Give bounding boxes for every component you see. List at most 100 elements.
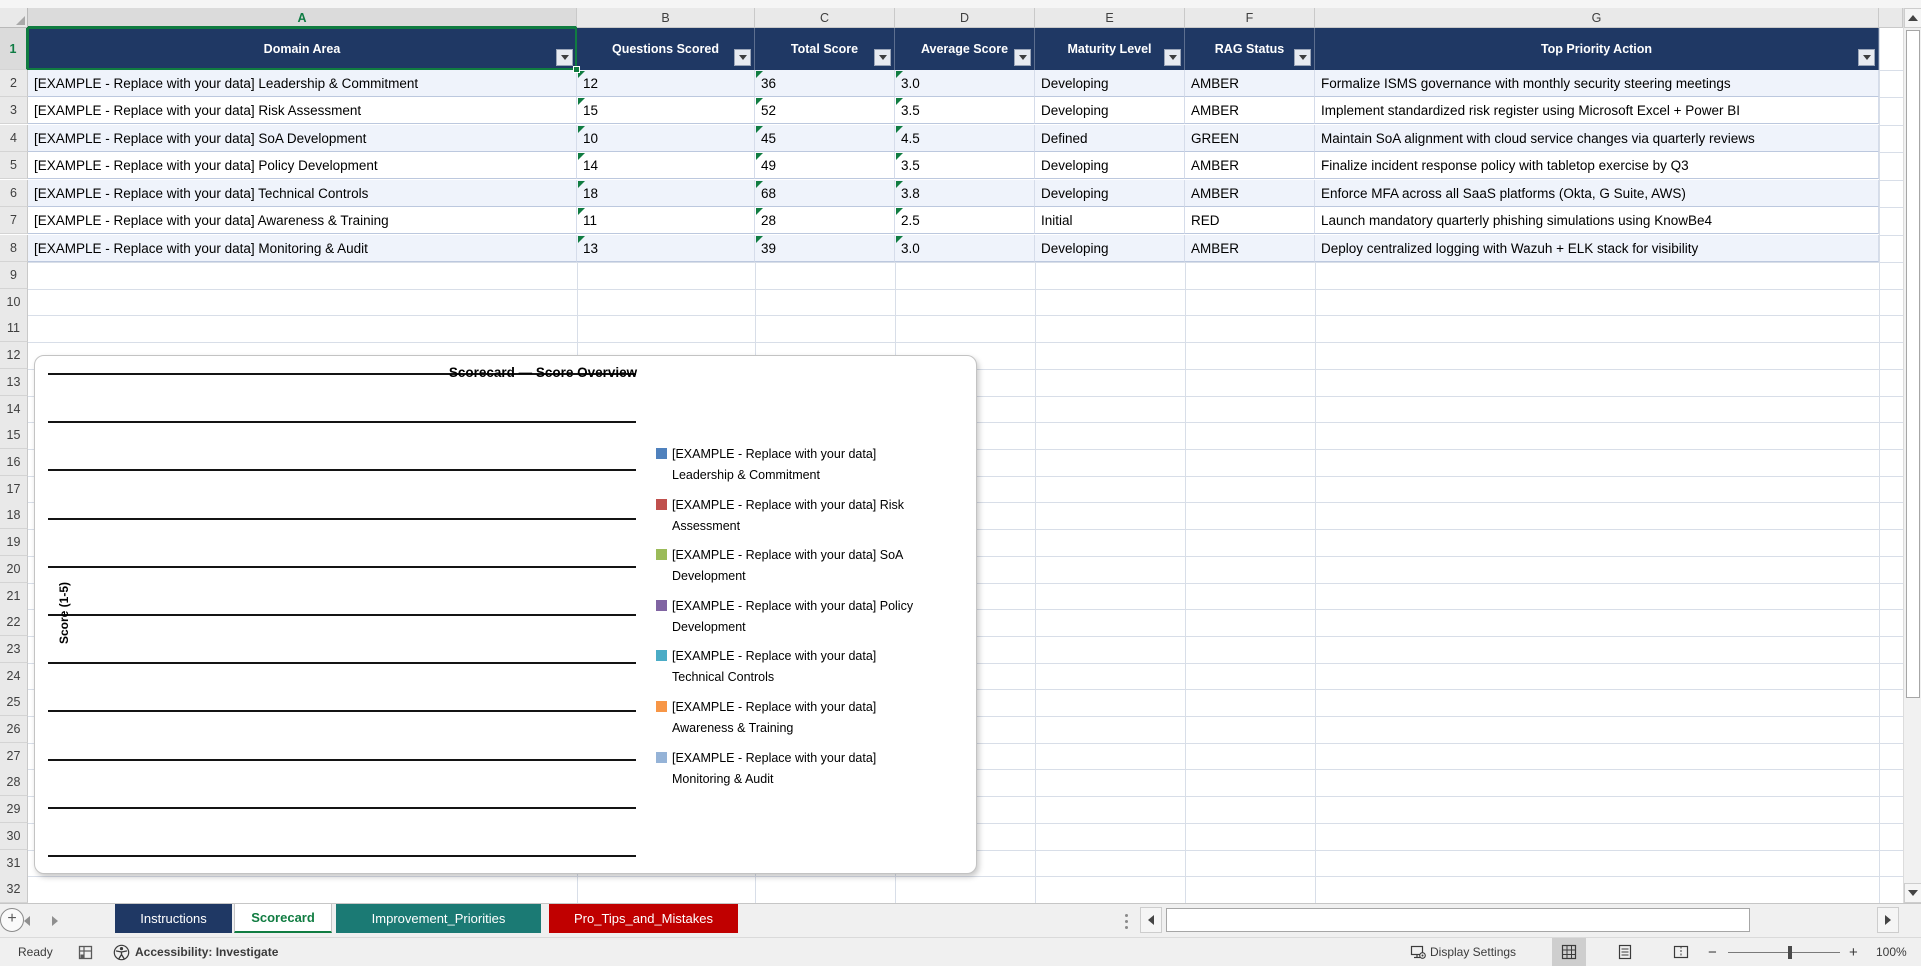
scroll-left-button[interactable] bbox=[1140, 907, 1162, 933]
cell-C5[interactable]: 49 bbox=[755, 152, 895, 179]
cell-C3[interactable]: 52 bbox=[755, 97, 895, 124]
cell-C2[interactable]: 36 bbox=[755, 70, 895, 97]
cell-D6[interactable]: 3.8 bbox=[895, 180, 1035, 207]
table-header-domain-area[interactable]: Domain Area bbox=[28, 28, 577, 70]
zoom-slider[interactable] bbox=[1728, 952, 1840, 953]
legend-entry[interactable]: [EXAMPLE - Replace with your data] Risk A… bbox=[656, 495, 986, 536]
cell-B6[interactable]: 18 bbox=[577, 180, 755, 207]
table-header-total-score[interactable]: Total Score bbox=[755, 28, 895, 70]
filter-dropdown-button[interactable] bbox=[1294, 49, 1311, 66]
sheet-tab-pro_tips_and_mistakes[interactable]: Pro_Tips_and_Mistakes bbox=[549, 904, 738, 933]
new-sheet-button[interactable]: + bbox=[0, 908, 24, 932]
row-header-31[interactable]: 31 bbox=[0, 850, 28, 877]
record-macro-icon[interactable] bbox=[78, 938, 93, 966]
table-header-rag-status[interactable]: RAG Status bbox=[1185, 28, 1315, 70]
row-header-27[interactable]: 27 bbox=[0, 743, 28, 770]
embedded-chart[interactable]: Scorecard — Score Overview Score (1-5) [… bbox=[34, 355, 977, 874]
row-header-7[interactable]: 7 bbox=[0, 207, 28, 234]
cell-G4[interactable]: Maintain SoA alignment with cloud servic… bbox=[1315, 125, 1879, 152]
row-header-23[interactable]: 23 bbox=[0, 636, 28, 663]
legend-entry[interactable]: [EXAMPLE - Replace with your data] SoA De… bbox=[656, 545, 986, 586]
row-header-2[interactable]: 2 bbox=[0, 70, 28, 97]
row-header-13[interactable]: 13 bbox=[0, 369, 28, 396]
cell-B4[interactable]: 10 bbox=[577, 125, 755, 152]
cell-C4[interactable]: 45 bbox=[755, 125, 895, 152]
select-all-corner[interactable] bbox=[0, 8, 28, 28]
table-header-average-score[interactable]: Average Score bbox=[895, 28, 1035, 70]
legend-entry[interactable]: [EXAMPLE - Replace with your data] Leader… bbox=[656, 444, 986, 485]
next-sheet-arrow-icon[interactable] bbox=[52, 916, 58, 926]
column-header-D[interactable]: D bbox=[895, 8, 1035, 28]
cell-F6[interactable]: AMBER bbox=[1185, 180, 1315, 207]
column-header-C[interactable]: C bbox=[755, 8, 895, 28]
normal-view-button[interactable] bbox=[1552, 938, 1586, 966]
table-header-maturity-level[interactable]: Maturity Level bbox=[1035, 28, 1185, 70]
scroll-down-button[interactable] bbox=[1904, 883, 1921, 903]
cell-F2[interactable]: AMBER bbox=[1185, 70, 1315, 97]
cell-A5[interactable]: [EXAMPLE - Replace with your data] Polic… bbox=[28, 152, 577, 179]
row-header-14[interactable]: 14 bbox=[0, 396, 28, 423]
cell-E2[interactable]: Developing bbox=[1035, 70, 1185, 97]
row-header-30[interactable]: 30 bbox=[0, 823, 28, 850]
row-header-21[interactable]: 21 bbox=[0, 583, 28, 610]
row-header-9[interactable]: 9 bbox=[0, 262, 28, 289]
cell-E5[interactable]: Developing bbox=[1035, 152, 1185, 179]
cell-F8[interactable]: AMBER bbox=[1185, 235, 1315, 262]
cell-G8[interactable]: Deploy centralized logging with Wazuh + … bbox=[1315, 235, 1879, 262]
zoom-out-button[interactable]: − bbox=[1708, 943, 1717, 961]
zoom-level[interactable]: 100% bbox=[1876, 945, 1907, 959]
row-header-16[interactable]: 16 bbox=[0, 449, 28, 476]
cell-A4[interactable]: [EXAMPLE - Replace with your data] SoA D… bbox=[28, 125, 577, 152]
row-header-20[interactable]: 20 bbox=[0, 556, 28, 583]
legend-entry[interactable]: [EXAMPLE - Replace with your data] Awaren… bbox=[656, 697, 986, 738]
row-header-26[interactable]: 26 bbox=[0, 716, 28, 743]
cell-B7[interactable]: 11 bbox=[577, 207, 755, 234]
cell-F4[interactable]: GREEN bbox=[1185, 125, 1315, 152]
row-header-25[interactable]: 25 bbox=[0, 689, 28, 716]
cell-A6[interactable]: [EXAMPLE - Replace with your data] Techn… bbox=[28, 180, 577, 207]
cell-A3[interactable]: [EXAMPLE - Replace with your data] Risk … bbox=[28, 97, 577, 124]
sheet-tab-scorecard[interactable]: Scorecard bbox=[234, 904, 332, 933]
cell-A2[interactable]: [EXAMPLE - Replace with your data] Leade… bbox=[28, 70, 577, 97]
display-settings-icon[interactable] bbox=[1410, 938, 1426, 966]
table-header-questions-scored[interactable]: Questions Scored bbox=[577, 28, 755, 70]
cell-D5[interactable]: 3.5 bbox=[895, 152, 1035, 179]
filter-dropdown-button[interactable] bbox=[556, 49, 573, 66]
sheet-tab-instructions[interactable]: Instructions bbox=[115, 904, 232, 933]
column-header-G[interactable]: G bbox=[1315, 8, 1879, 28]
page-layout-view-button[interactable] bbox=[1608, 938, 1642, 966]
scroll-right-button[interactable] bbox=[1877, 907, 1899, 933]
cell-B3[interactable]: 15 bbox=[577, 97, 755, 124]
tab-splitter-handle[interactable] bbox=[1125, 912, 1129, 930]
cell-E4[interactable]: Defined bbox=[1035, 125, 1185, 152]
row-header-19[interactable]: 19 bbox=[0, 529, 28, 556]
cell-G6[interactable]: Enforce MFA across all SaaS platforms (O… bbox=[1315, 180, 1879, 207]
scroll-up-button[interactable] bbox=[1904, 8, 1921, 28]
cell-C7[interactable]: 28 bbox=[755, 207, 895, 234]
cell-B5[interactable]: 14 bbox=[577, 152, 755, 179]
row-header-3[interactable]: 3 bbox=[0, 97, 28, 124]
row-header-18[interactable]: 18 bbox=[0, 502, 28, 529]
zoom-in-button[interactable]: + bbox=[1849, 943, 1858, 961]
cell-A8[interactable]: [EXAMPLE - Replace with your data] Monit… bbox=[28, 235, 577, 262]
cell-G2[interactable]: Formalize ISMS governance with monthly s… bbox=[1315, 70, 1879, 97]
legend-entry[interactable]: [EXAMPLE - Replace with your data] Techni… bbox=[656, 646, 986, 687]
row-header-22[interactable]: 22 bbox=[0, 609, 28, 636]
selection-fill-handle[interactable] bbox=[573, 66, 580, 73]
cell-D3[interactable]: 3.5 bbox=[895, 97, 1035, 124]
cell-D8[interactable]: 3.0 bbox=[895, 235, 1035, 262]
prev-sheet-arrow-icon[interactable] bbox=[24, 916, 30, 926]
cell-F5[interactable]: AMBER bbox=[1185, 152, 1315, 179]
table-header-top-priority-action[interactable]: Top Priority Action bbox=[1315, 28, 1879, 70]
horizontal-scroll-thumb[interactable] bbox=[1166, 908, 1750, 932]
cell-F3[interactable]: AMBER bbox=[1185, 97, 1315, 124]
vertical-scrollbar[interactable] bbox=[1903, 8, 1921, 903]
legend-entry[interactable]: [EXAMPLE - Replace with your data] Polic… bbox=[656, 596, 986, 637]
cell-C8[interactable]: 39 bbox=[755, 235, 895, 262]
row-header-15[interactable]: 15 bbox=[0, 422, 28, 449]
row-header-28[interactable]: 28 bbox=[0, 769, 28, 796]
accessibility-status[interactable]: Accessibility: Investigate bbox=[135, 945, 279, 959]
column-header-F[interactable]: F bbox=[1185, 8, 1315, 28]
zoom-slider-thumb[interactable] bbox=[1788, 946, 1792, 959]
horizontal-scrollbar[interactable] bbox=[1140, 907, 1900, 933]
